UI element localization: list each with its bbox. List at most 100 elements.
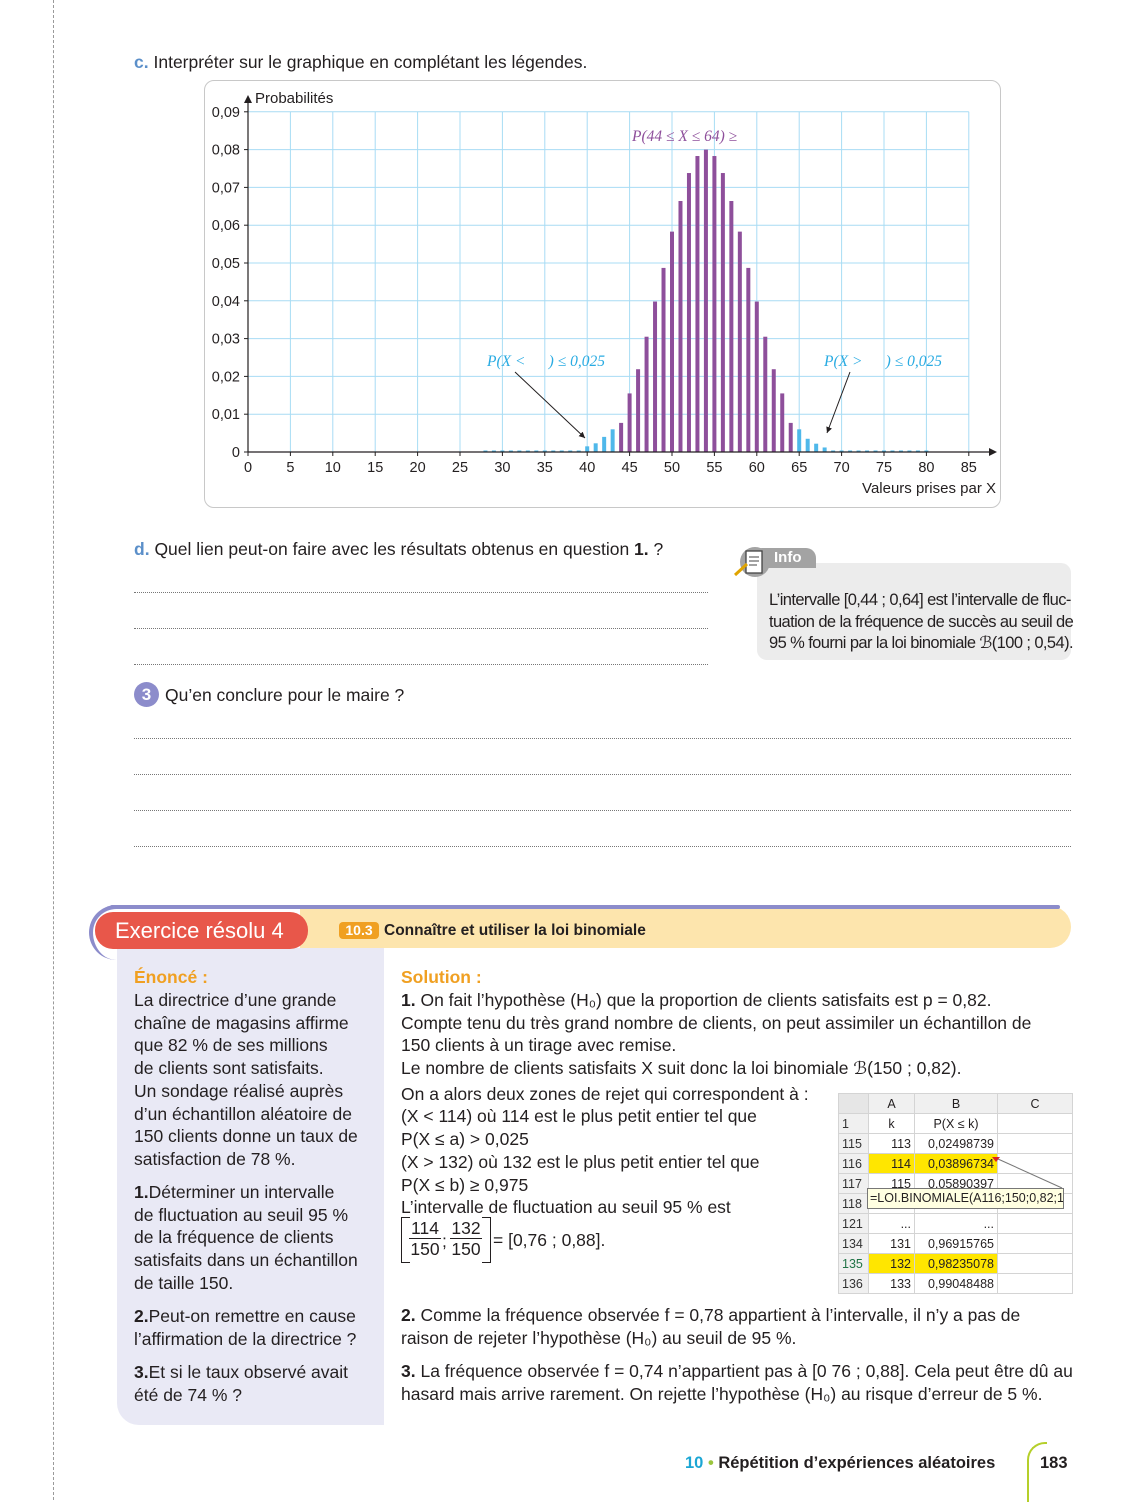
- info-tab-label: Info: [774, 549, 802, 566]
- item-number: 2.: [401, 1305, 416, 1325]
- formula-tooltip: =LOI.BINOMIALE(A116;150;0,82;1: [867, 1188, 1064, 1209]
- bar-36: [551, 450, 556, 452]
- bar-60: [754, 301, 759, 452]
- solution-1-line: (X < 114) où 114 est le plus petit entie…: [401, 1105, 757, 1127]
- answer-line[interactable]: [134, 846, 1071, 847]
- bar-79: [915, 450, 920, 452]
- cell-b[interactable]: P(X ≤ k): [914, 1113, 998, 1134]
- cell-a[interactable]: 132: [868, 1253, 915, 1274]
- answer-line[interactable]: [134, 810, 1071, 811]
- line-text: Déterminer un intervalle: [148, 1182, 335, 1202]
- y-tick-label: 0,06: [212, 218, 240, 234]
- y-axis-label: Probabilités: [255, 90, 333, 107]
- answer-line[interactable]: [134, 592, 708, 593]
- x-axis-arrow: [989, 448, 997, 456]
- footer-curve: [1027, 1442, 1047, 1502]
- row-header[interactable]: 116: [838, 1153, 869, 1174]
- answer-line[interactable]: [134, 738, 1071, 739]
- answer-line[interactable]: [134, 664, 708, 665]
- line-text: hasard mais arrive rarement. On rejette …: [401, 1383, 1043, 1404]
- item-number: 3.: [401, 1361, 416, 1381]
- bar-33: [525, 450, 530, 452]
- cell-a[interactable]: ...: [868, 1213, 915, 1234]
- cell-b[interactable]: 0,02498739: [914, 1133, 998, 1154]
- cell-a[interactable]: 133: [868, 1273, 915, 1294]
- exercise-header-band: [300, 906, 1071, 948]
- answer-line[interactable]: [134, 628, 708, 629]
- footer-chapter: 10 • Répétition d’expériences aléatoires: [685, 1452, 995, 1474]
- x-tick-label: 40: [579, 460, 595, 476]
- annotation-center: P(44 ≤ X ≤ 64) ≥: [631, 128, 737, 145]
- column-header[interactable]: B: [914, 1093, 998, 1114]
- answer-line[interactable]: [134, 774, 1071, 775]
- line-text: Un sondage réalisé auprès: [134, 1080, 344, 1101]
- fraction-separator: ;: [442, 1231, 447, 1251]
- cell-a[interactable]: 114: [868, 1153, 915, 1174]
- cell-c[interactable]: [997, 1213, 1073, 1234]
- cell-b[interactable]: ...: [914, 1213, 998, 1234]
- cell-c[interactable]: [997, 1253, 1073, 1274]
- enonce-line: Un sondage réalisé auprès: [134, 1080, 343, 1102]
- x-axis-label: Valeurs prises par X: [862, 480, 996, 497]
- interval-result: = [0,76 ; 0,88].: [493, 1230, 606, 1250]
- fraction-1: 114 150: [409, 1218, 441, 1259]
- bar-56: [720, 173, 725, 452]
- cell-a[interactable]: k: [868, 1113, 915, 1134]
- bar-80: [924, 450, 929, 452]
- bar-32: [517, 450, 522, 452]
- line-text: La directrice d’une grande: [134, 990, 337, 1010]
- enonce-title: Énoncé :: [134, 967, 208, 987]
- x-tick-label: 25: [452, 460, 468, 476]
- skill-badge: 10.3: [339, 922, 379, 939]
- cell-b[interactable]: 0,96915765: [914, 1233, 998, 1254]
- enonce-line: 150 clients donne un taux de: [134, 1125, 358, 1147]
- select-all-corner[interactable]: [838, 1093, 869, 1114]
- x-tick-label: 55: [706, 460, 722, 476]
- cell-c[interactable]: [997, 1113, 1073, 1134]
- x-tick-label: 65: [791, 460, 807, 476]
- row-header[interactable]: 121: [838, 1213, 869, 1234]
- cell-a[interactable]: 131: [868, 1233, 915, 1254]
- denominator: 150: [451, 1239, 481, 1259]
- cell-a[interactable]: 113: [868, 1133, 915, 1154]
- bar-58: [737, 231, 742, 452]
- column-header[interactable]: A: [868, 1093, 915, 1114]
- row-header[interactable]: 118: [838, 1193, 869, 1214]
- row-header[interactable]: 135: [838, 1253, 869, 1274]
- line-text: que 82 % de ses millions: [134, 1035, 328, 1056]
- annotation-arrow-left: [514, 371, 586, 439]
- line-text: l’affirmation de la directrice ?: [134, 1328, 357, 1349]
- line-text: de clients sont satisfaits.: [134, 1058, 324, 1079]
- question-2-line: 2.Peut-on remettre en cause: [134, 1305, 356, 1327]
- cell-c[interactable]: [997, 1233, 1073, 1254]
- y-tick-label: 0,08: [212, 143, 240, 159]
- cell-b[interactable]: 0,99048488: [914, 1273, 998, 1294]
- line-text: L’intervalle de fluctuation au seuil 95 …: [401, 1197, 731, 1217]
- row-header[interactable]: 1: [838, 1113, 869, 1134]
- row-header[interactable]: 117: [838, 1173, 869, 1194]
- question-3-line: été de 74 % ?: [134, 1384, 242, 1406]
- annotation-left: P(X < ) ≤ 0,025: [486, 353, 605, 370]
- line-text: P(X ≤ a) > 0,025: [401, 1129, 529, 1149]
- question-1-line: 1.Déterminer un intervalle: [134, 1181, 334, 1203]
- row-header[interactable]: 134: [838, 1233, 869, 1254]
- question-1-line: de taille 150.: [134, 1272, 233, 1294]
- cell-c[interactable]: [997, 1273, 1073, 1294]
- row-header[interactable]: 115: [838, 1133, 869, 1154]
- cell-b[interactable]: 0,03896734: [914, 1153, 998, 1174]
- bar-68: [822, 447, 827, 452]
- bar-45: [627, 393, 632, 452]
- cell-b[interactable]: 0,98235078: [914, 1253, 998, 1274]
- scroll-pencil-icon: [733, 547, 770, 577]
- question-1-line: de la fréquence de clients: [134, 1226, 333, 1248]
- x-tick-label: 80: [918, 460, 934, 476]
- enonce-line: de clients sont satisfaits.: [134, 1057, 324, 1079]
- bracket-right: [482, 1217, 491, 1263]
- spreadsheet-row: 1 k P(X ≤ k): [838, 1113, 1073, 1134]
- y-tick-label: 0: [232, 445, 240, 461]
- line-text: P(X ≤ b) ≥ 0,975: [401, 1175, 529, 1195]
- bar-46: [636, 369, 641, 452]
- column-header[interactable]: C: [997, 1093, 1073, 1114]
- row-header[interactable]: 136: [838, 1273, 869, 1294]
- bar-69: [831, 450, 836, 452]
